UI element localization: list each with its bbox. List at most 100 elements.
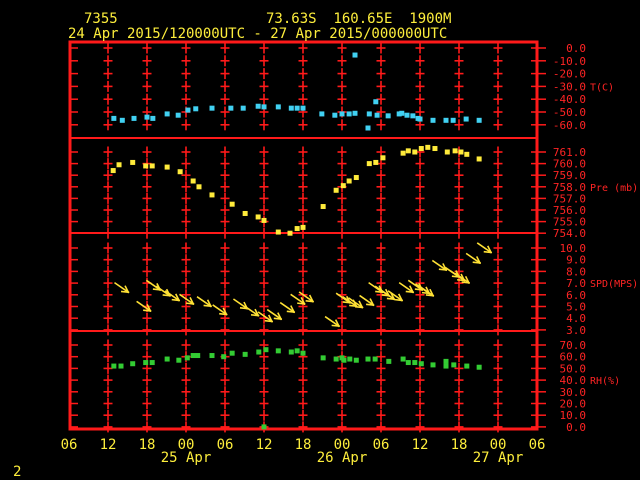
wind-arrow <box>257 311 274 323</box>
pressure-point <box>412 149 418 155</box>
pressure-tick-label: 757.0 <box>553 192 586 205</box>
pressure-point <box>255 214 261 220</box>
temperature-point <box>443 117 449 123</box>
pressure-point <box>425 144 431 150</box>
temperature-unit-label: T(C) <box>590 82 614 93</box>
station-location: 73.63S 160.65E 1900M <box>266 11 452 27</box>
relative_humidity-point <box>143 360 149 366</box>
pressure-point <box>294 226 300 232</box>
temperature-point <box>463 116 469 122</box>
temperature-point <box>261 104 267 110</box>
wind_speed-tick-label: 9.0 <box>566 254 586 267</box>
temperature-point <box>144 114 150 120</box>
pressure-point <box>452 148 458 154</box>
pressure-point <box>275 229 281 235</box>
wind-arrow <box>387 290 404 302</box>
pressure-point <box>444 149 450 155</box>
wind-arrow <box>196 296 212 308</box>
pressure-point <box>149 163 155 169</box>
pressure-point <box>242 210 248 216</box>
relative_humidity-point <box>400 356 406 362</box>
wind-arrow <box>454 272 471 284</box>
pressure-point <box>400 150 406 156</box>
temperature-tick-label: 0.0 <box>566 42 586 55</box>
temperature-point <box>374 112 380 118</box>
time-tick-label: 12 <box>256 437 273 453</box>
relative_humidity-point <box>451 362 457 368</box>
temperature-point <box>410 113 416 119</box>
wind-arrow <box>155 285 172 297</box>
relative_humidity-tick-label: 10.0 <box>560 409 587 422</box>
temperature-point <box>385 113 391 119</box>
pressure-tick-label: 754.0 <box>553 227 586 240</box>
pressure-point <box>261 217 267 223</box>
relative_humidity-point <box>195 353 201 359</box>
station-id: 7355 <box>84 11 118 27</box>
relative_humidity-point <box>176 357 182 363</box>
pressure-point <box>476 156 482 162</box>
pressure-point <box>458 149 464 155</box>
relative_humidity-point <box>365 356 371 362</box>
pressure-point <box>353 175 359 181</box>
wind-arrow <box>418 285 435 297</box>
time-tick-label: 00 <box>334 437 351 453</box>
relative_humidity-point <box>476 364 482 370</box>
relative_humidity-point <box>464 363 470 369</box>
relative_humidity-point <box>184 355 190 361</box>
relative_humidity-point <box>149 360 155 366</box>
wind_speed-tick-label: 7.0 <box>566 277 586 290</box>
wind-arrow <box>398 281 415 294</box>
pressure-point <box>340 183 346 189</box>
relative_humidity-point <box>261 424 267 430</box>
temperature-tick-label: -50.0 <box>553 106 586 119</box>
relative_humidity-series <box>111 347 482 430</box>
wind-arrow <box>476 242 493 254</box>
wind-arrow <box>379 289 396 301</box>
pressure-point <box>196 184 202 190</box>
time-tick-label: 12 <box>412 437 429 453</box>
relative_humidity-point <box>341 357 347 363</box>
temperature-point <box>450 117 456 123</box>
relative_humidity-unit-label: RH(%) <box>590 376 620 387</box>
relative_humidity-point <box>221 354 227 360</box>
temperature-tick-label: -60.0 <box>553 119 586 132</box>
temperature-point <box>396 111 402 117</box>
plot-period: 24 Apr 2015/120000UTC - 27 Apr 2015/0000… <box>68 26 448 42</box>
pressure-point <box>366 161 372 167</box>
pressure-tick-label: 755.0 <box>553 216 586 229</box>
date-label: 27 Apr <box>473 450 524 466</box>
relative_humidity-point <box>386 358 392 364</box>
relative_humidity-tick-label: 30.0 <box>560 386 587 399</box>
wind-arrow <box>324 315 341 328</box>
relative_humidity-point <box>130 361 136 367</box>
temperature-point <box>150 115 156 121</box>
pressure-tick-label: 758.0 <box>553 181 586 194</box>
relative_humidity-point <box>412 360 418 366</box>
pressure-point <box>464 151 470 157</box>
wind_speed-tick-label: 4.0 <box>566 312 586 325</box>
relative_humidity-point <box>443 358 449 364</box>
relative_humidity-point <box>209 353 215 359</box>
pressure-point <box>116 162 122 168</box>
time-axis: 06 12 18 00 06 12 18 00 06 12 18 00 06 25 Apr 26 Apr 27… <box>61 437 546 466</box>
relative_humidity-point <box>111 363 117 369</box>
temperature-point <box>288 105 294 111</box>
temperature-point <box>275 104 281 110</box>
relative_humidity-point <box>405 360 411 366</box>
pressure-point <box>346 178 352 184</box>
relative_humidity-tick-label: 70.0 <box>560 339 587 352</box>
temperature-point <box>294 105 300 111</box>
wind_speed-tick-label: 6.0 <box>566 289 586 302</box>
pressure-unit-label: Pre (mb) <box>590 183 638 194</box>
pressure-tick-label: 756.0 <box>553 204 586 217</box>
wind-arrow <box>279 301 296 314</box>
wind-arrow <box>266 308 283 321</box>
relative_humidity-point <box>294 348 300 354</box>
temperature-point <box>365 125 371 131</box>
relative_humidity-scale: 70.060.050.040.030.020.010.00.0 RH(%) <box>70 339 620 434</box>
temperature-tick-label: -40.0 <box>553 93 586 106</box>
relative_humidity-point <box>347 356 353 362</box>
relative_humidity-point <box>430 362 436 368</box>
pressure-point <box>432 146 438 152</box>
time-tick-label: 06 <box>529 437 546 453</box>
